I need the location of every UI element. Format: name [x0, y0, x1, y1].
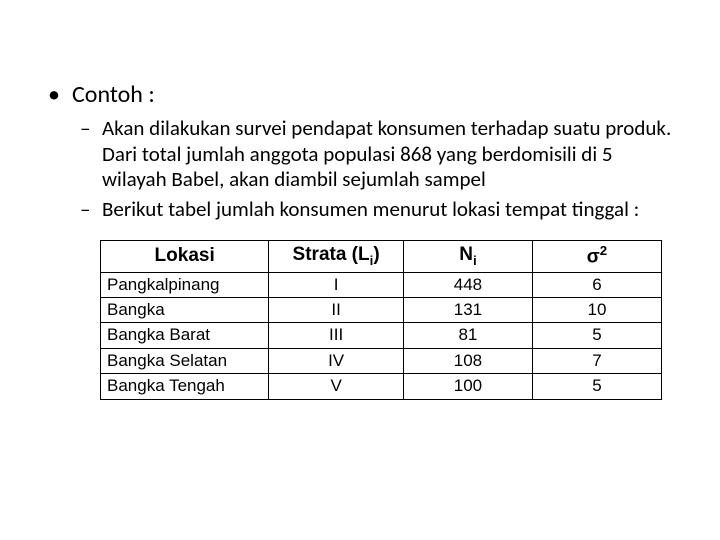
th-lokasi: Lokasi: [101, 241, 269, 272]
cell-ni: 108: [403, 348, 532, 373]
cell-sigma: 5: [532, 323, 661, 348]
bullet-contoh: Contoh : Akan dilakukan survei pendapat …: [72, 80, 720, 222]
table-row: Bangka II 131 10: [101, 297, 662, 322]
cell-strata: V: [269, 374, 404, 399]
cell-lokasi: Bangka Barat: [101, 323, 269, 348]
table-row: Pangkalpinang I 448 6: [101, 272, 662, 297]
bullet-list-level2: Akan dilakukan survei pendapat konsumen …: [72, 116, 720, 222]
slide: Contoh : Akan dilakukan survei pendapat …: [0, 0, 720, 540]
cell-ni: 448: [403, 272, 532, 297]
th-ni-prefix: N: [459, 244, 473, 265]
table-header-row: Lokasi Strata (Li) Ni σ2: [101, 241, 662, 272]
bullet-survey-desc: Akan dilakukan survei pendapat konsumen …: [102, 116, 720, 193]
cell-strata: I: [269, 272, 404, 297]
cell-ni: 131: [403, 297, 532, 322]
cell-lokasi: Pangkalpinang: [101, 272, 269, 297]
cell-sigma: 5: [532, 374, 661, 399]
cell-lokasi: Bangka: [101, 297, 269, 322]
cell-strata: II: [269, 297, 404, 322]
th-strata-prefix: Strata (L: [293, 244, 370, 265]
th-ni-sub: i: [473, 253, 477, 268]
bullet-contoh-text: Contoh :: [72, 80, 155, 109]
cell-lokasi: Bangka Tengah: [101, 374, 269, 399]
th-strata-suffix: ): [373, 244, 379, 265]
th-sigma: σ2: [532, 241, 661, 272]
th-sigma-sup: 2: [600, 243, 607, 258]
table-row: Bangka Selatan IV 108 7: [101, 348, 662, 373]
cell-sigma: 6: [532, 272, 661, 297]
konsumen-table: Lokasi Strata (Li) Ni σ2 Pangkalpinang I: [100, 240, 662, 399]
th-sigma-base: σ: [587, 247, 600, 268]
cell-ni: 81: [403, 323, 532, 348]
cell-ni: 100: [403, 374, 532, 399]
cell-lokasi: Bangka Selatan: [101, 348, 269, 373]
bullet-list-level1: Contoh : Akan dilakukan survei pendapat …: [48, 80, 720, 222]
cell-sigma: 10: [532, 297, 661, 322]
table-row: Bangka Tengah V 100 5: [101, 374, 662, 399]
table-row: Bangka Barat III 81 5: [101, 323, 662, 348]
bullet-table-intro: Berikut tabel jumlah konsumen menurut lo…: [102, 197, 720, 223]
cell-sigma: 7: [532, 348, 661, 373]
table-wrapper: Lokasi Strata (Li) Ni σ2 Pangkalpinang I: [100, 240, 662, 399]
th-strata: Strata (Li): [269, 241, 404, 272]
cell-strata: III: [269, 323, 404, 348]
cell-strata: IV: [269, 348, 404, 373]
th-ni: Ni: [403, 241, 532, 272]
